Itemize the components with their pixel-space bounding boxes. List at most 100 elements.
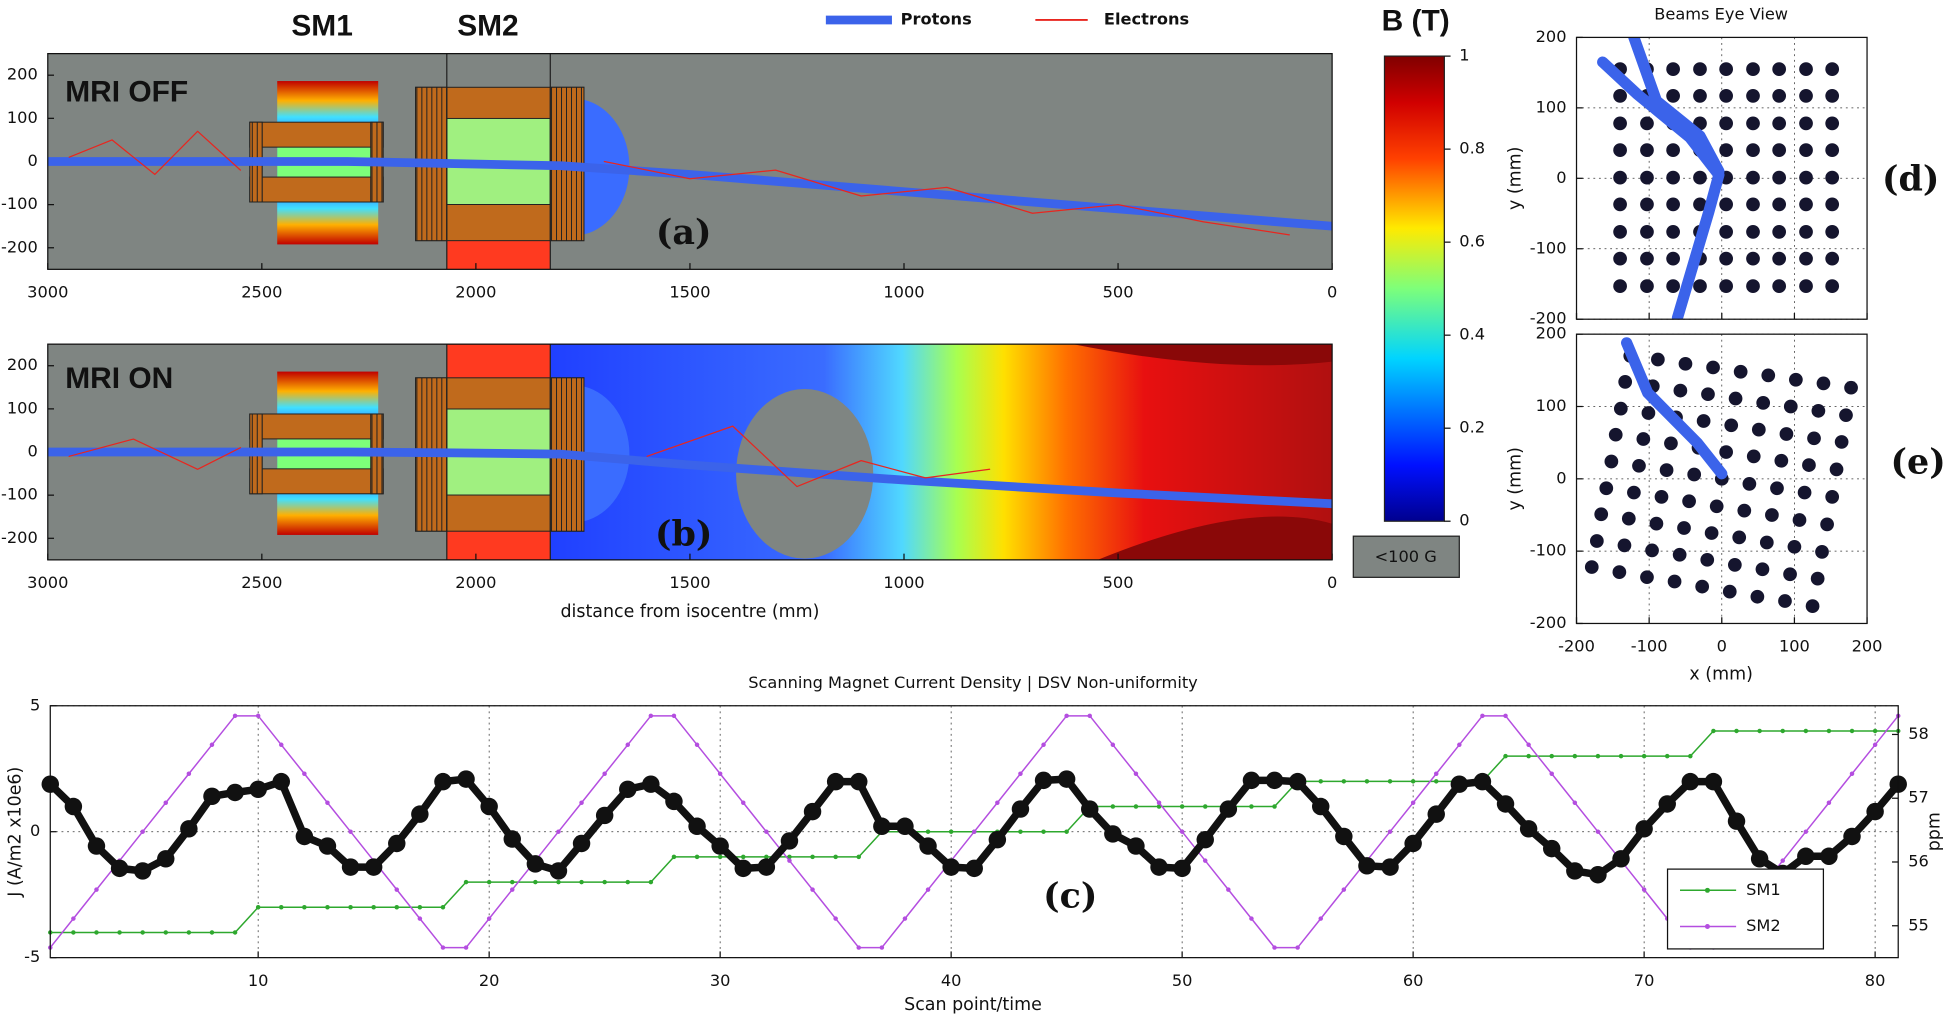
scatter-point — [1613, 279, 1627, 293]
plot-frame — [1575, 333, 1868, 625]
point-marker — [186, 930, 192, 935]
point-marker — [694, 742, 700, 748]
point-marker — [1549, 771, 1554, 777]
scatter-point — [1666, 197, 1680, 212]
scatter-point — [1693, 170, 1707, 185]
point-marker — [988, 830, 1007, 849]
point-marker — [71, 930, 76, 935]
point-marker — [1450, 775, 1469, 793]
y2-tick-label: 57 — [1908, 788, 1929, 807]
point-marker — [163, 800, 169, 805]
y-tick-label: -100 — [1, 485, 38, 504]
point-marker — [1572, 800, 1578, 805]
series-line — [1597, 37, 1725, 320]
point-marker — [556, 879, 561, 885]
y-axis-label: y (mm) — [1505, 447, 1525, 510]
scatter-point — [1825, 279, 1840, 293]
scatter-point — [1765, 508, 1779, 522]
y-tick-label: -100 — [1, 194, 38, 213]
scatter-point — [1722, 584, 1737, 599]
point-marker — [1526, 742, 1531, 748]
chart-title: Scanning Magnet Current Density | DSV No… — [748, 673, 1198, 692]
point-marker — [1797, 847, 1815, 865]
y-tick-label: 100 — [7, 108, 38, 127]
scatter-point — [1799, 143, 1813, 157]
y-tick-label: 0 — [27, 442, 37, 461]
scatter-point — [1805, 599, 1820, 613]
scatter-point — [1589, 534, 1604, 548]
point-marker — [1641, 753, 1647, 759]
scatter-point — [1772, 251, 1787, 266]
point-marker — [1612, 850, 1630, 868]
point-marker — [302, 905, 307, 910]
y-tick-label: 0.6 — [1459, 232, 1485, 251]
point-marker — [619, 780, 637, 799]
point-marker — [625, 879, 631, 885]
panel-note: MRI OFF — [65, 75, 188, 108]
scatter-point — [1693, 62, 1707, 76]
point-marker — [510, 879, 515, 885]
point-marker — [1503, 713, 1508, 719]
point-marker — [1110, 804, 1116, 809]
scatter-point — [1825, 116, 1840, 131]
legend-marker — [1704, 923, 1710, 929]
scatter-point — [1825, 251, 1840, 266]
scatter-point — [1807, 431, 1821, 446]
point-marker — [1295, 945, 1300, 950]
y-tick-label: 5 — [30, 695, 40, 714]
point-marker — [1704, 772, 1723, 791]
y-tick-label: -200 — [1530, 613, 1567, 632]
y2-tick-label: 58 — [1908, 724, 1929, 743]
scatter-point — [1613, 401, 1628, 416]
point-marker — [163, 930, 169, 935]
scatter-point — [1746, 449, 1761, 464]
point-marker — [1780, 728, 1785, 734]
scatter-point — [1839, 408, 1853, 423]
point-marker — [71, 916, 76, 921]
series-line — [47, 157, 1333, 231]
point-marker — [226, 783, 244, 802]
point-marker — [602, 879, 607, 885]
scatter-point — [1772, 116, 1787, 131]
scatter-point — [1640, 279, 1654, 293]
point-marker — [919, 837, 937, 855]
scatter-point — [1799, 197, 1813, 212]
point-marker — [850, 772, 868, 791]
point-marker — [810, 854, 815, 860]
point-marker — [279, 742, 284, 748]
scatter-point — [1613, 170, 1627, 185]
point-marker — [856, 945, 861, 950]
scatter-point — [1751, 422, 1766, 437]
point-marker — [1843, 827, 1861, 846]
y-tick-label: 0.8 — [1459, 139, 1485, 158]
scatter-point — [1799, 251, 1813, 266]
point-marker — [1133, 804, 1139, 809]
y-tick-label: -100 — [1530, 541, 1567, 560]
point-marker — [1595, 753, 1601, 759]
scatter-point — [1799, 89, 1813, 103]
point-marker — [302, 771, 307, 777]
scatter-point — [1772, 279, 1787, 293]
point-marker — [757, 858, 776, 876]
legend-marker — [1704, 887, 1710, 893]
point-marker — [942, 858, 960, 876]
x-tick-label: 3000 — [27, 573, 68, 592]
point-marker — [180, 820, 198, 838]
data-layer: 3000 2500 2000 1500 1000 500 0-200-10001002003… — [1, 27, 1929, 990]
scatter-point — [1825, 197, 1840, 212]
point-marker — [694, 854, 700, 860]
scatter-point — [1825, 89, 1840, 103]
scatter-point — [1792, 513, 1807, 527]
scatter-point — [1779, 427, 1794, 441]
scatter-point — [1829, 462, 1844, 477]
point-marker — [486, 916, 492, 921]
y-tick-label: 200 — [1536, 27, 1567, 46]
point-marker — [1219, 800, 1238, 818]
x-tick-label: 100 — [1779, 637, 1810, 656]
x-axis-label: x (mm) — [1689, 665, 1752, 685]
point-marker — [1410, 800, 1416, 805]
legend-box — [1666, 868, 1825, 950]
scatter-point — [1695, 579, 1710, 594]
scatter-point — [1802, 458, 1816, 472]
scatter-point — [1746, 62, 1760, 76]
